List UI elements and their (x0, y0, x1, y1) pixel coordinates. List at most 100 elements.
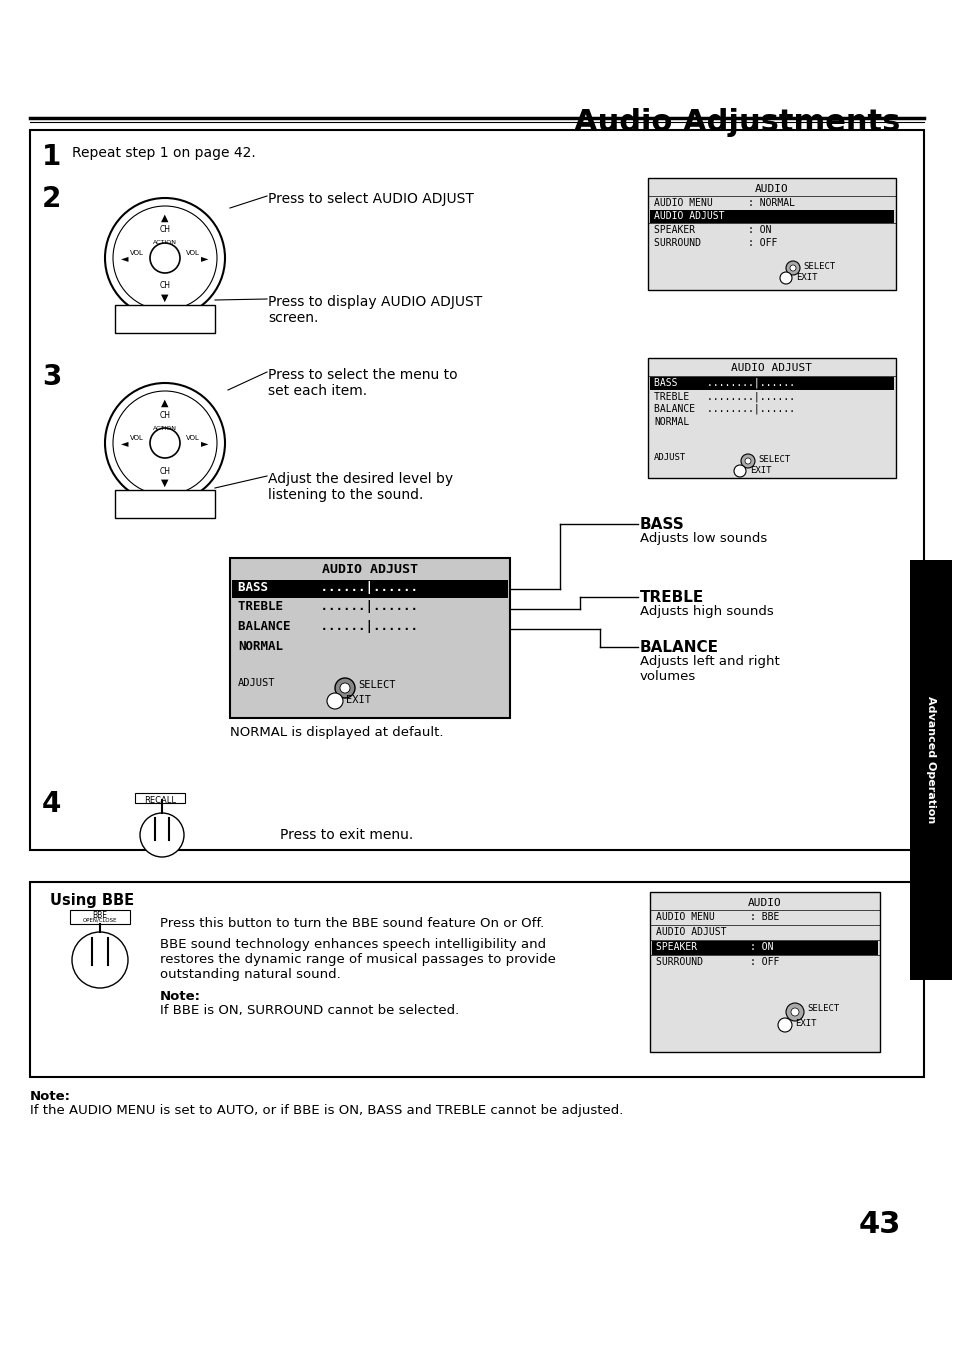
Text: ADJUST: ADJUST (654, 453, 685, 462)
Text: ►: ► (201, 438, 209, 449)
Text: ACTION: ACTION (152, 240, 177, 246)
Circle shape (150, 428, 180, 458)
Circle shape (789, 265, 795, 272)
Circle shape (790, 1008, 799, 1016)
Bar (30, 130, 923, 850)
Text: Repeat step 1 on page 42.: Repeat step 1 on page 42. (71, 146, 255, 159)
Circle shape (112, 205, 216, 309)
Text: AUDIO: AUDIO (747, 898, 781, 908)
Text: Note:: Note: (30, 1090, 71, 1102)
Bar (909, 561, 951, 979)
Circle shape (785, 261, 800, 276)
Text: VOL: VOL (186, 250, 200, 255)
Text: AUDIO ADJUST: AUDIO ADJUST (656, 927, 726, 938)
Text: AUDIO ADJUST: AUDIO ADJUST (322, 563, 417, 576)
Text: ◄: ◄ (121, 438, 129, 449)
Text: SELECT: SELECT (758, 455, 789, 463)
Text: BALANCE    ......|......: BALANCE ......|...... (237, 620, 417, 634)
Text: Audio Adjustments: Audio Adjustments (573, 108, 899, 136)
Text: EXIT: EXIT (795, 273, 817, 282)
Circle shape (105, 199, 225, 317)
Text: Press to select AUDIO ADJUST: Press to select AUDIO ADJUST (268, 192, 474, 205)
Text: SURROUND        : OFF: SURROUND : OFF (654, 238, 777, 249)
Text: SPEAKER         : ON: SPEAKER : ON (656, 942, 773, 952)
Text: TREBLE: TREBLE (639, 590, 703, 605)
Circle shape (744, 458, 750, 463)
Text: NORMAL: NORMAL (237, 640, 283, 653)
Text: EXIT: EXIT (346, 694, 371, 705)
Text: BALANCE: BALANCE (639, 640, 719, 655)
Text: ►: ► (201, 253, 209, 263)
Text: SPEAKER         : ON: SPEAKER : ON (654, 226, 771, 235)
Text: SURROUND        : OFF: SURROUND : OFF (656, 957, 779, 967)
Text: Press to exit menu.: Press to exit menu. (280, 828, 413, 842)
Text: Adjust the desired level by
listening to the sound.: Adjust the desired level by listening to… (268, 471, 453, 503)
Text: OPEN/CLOSE: OPEN/CLOSE (83, 917, 117, 921)
Text: 4: 4 (42, 790, 61, 817)
Text: 2: 2 (42, 185, 61, 213)
Bar (649, 892, 879, 1052)
Text: VOL: VOL (130, 435, 144, 440)
Text: NORMAL: NORMAL (654, 417, 688, 427)
Text: 1: 1 (42, 143, 61, 172)
Text: 43: 43 (858, 1210, 901, 1239)
Text: ▲: ▲ (161, 213, 169, 223)
Text: CH: CH (159, 226, 171, 235)
Text: ACTION: ACTION (152, 426, 177, 431)
Text: Press this button to turn the BBE sound feature On or Off.: Press this button to turn the BBE sound … (160, 917, 543, 929)
Text: AUDIO: AUDIO (755, 184, 788, 195)
Circle shape (140, 813, 184, 857)
Bar (115, 490, 214, 517)
Text: ADJUST: ADJUST (237, 678, 275, 688)
Text: NORMAL is displayed at default.: NORMAL is displayed at default. (230, 725, 443, 739)
Text: EXIT: EXIT (794, 1019, 816, 1028)
Text: VOL: VOL (130, 250, 144, 255)
Text: BALANCE  ........|......: BALANCE ........|...... (654, 404, 794, 415)
Text: Press to select the menu to
set each item.: Press to select the menu to set each ite… (268, 367, 457, 399)
Bar (115, 305, 214, 332)
Text: Adjusts low sounds: Adjusts low sounds (639, 532, 766, 544)
Text: TREBLE     ......|......: TREBLE ......|...... (237, 600, 417, 613)
Bar (30, 882, 923, 1077)
Bar (649, 377, 893, 390)
Text: Advanced Operation: Advanced Operation (925, 696, 935, 824)
Bar (135, 793, 185, 802)
Text: CH: CH (159, 411, 171, 420)
Circle shape (733, 465, 745, 477)
Circle shape (327, 693, 343, 709)
Text: CH: CH (159, 281, 171, 290)
Text: BBE: BBE (92, 911, 108, 920)
Text: VOL: VOL (186, 435, 200, 440)
Text: ◄: ◄ (121, 253, 129, 263)
Circle shape (112, 390, 216, 494)
Text: Note:: Note: (160, 990, 201, 1002)
Circle shape (150, 243, 180, 273)
Text: If the AUDIO MENU is set to AUTO, or if BBE is ON, BASS and TREBLE cannot be adj: If the AUDIO MENU is set to AUTO, or if … (30, 1104, 622, 1117)
Text: BASS       ......|......: BASS ......|...... (237, 581, 417, 594)
Bar (651, 942, 877, 955)
Circle shape (105, 382, 225, 503)
Text: SELECT: SELECT (806, 1004, 839, 1013)
Text: CH: CH (159, 466, 171, 476)
Text: ▼: ▼ (161, 478, 169, 488)
Text: AUDIO ADJUST: AUDIO ADJUST (654, 211, 723, 222)
Text: AUDIO MENU      : NORMAL: AUDIO MENU : NORMAL (654, 199, 794, 208)
Text: ▼: ▼ (161, 293, 169, 303)
Circle shape (71, 932, 128, 988)
Bar (232, 580, 507, 598)
Bar (649, 209, 893, 223)
Text: EXIT: EXIT (749, 466, 771, 476)
Circle shape (740, 454, 754, 467)
Text: ▲: ▲ (161, 399, 169, 408)
Text: BBE sound technology enhances speech intelligibility and
restores the dynamic ra: BBE sound technology enhances speech int… (160, 938, 556, 981)
Text: Adjusts left and right
volumes: Adjusts left and right volumes (639, 655, 779, 684)
Text: TREBLE   ........|......: TREBLE ........|...... (654, 390, 794, 401)
Bar (647, 358, 895, 478)
Circle shape (339, 684, 350, 693)
Circle shape (785, 1002, 803, 1021)
Bar (70, 911, 130, 924)
Text: AUDIO MENU      : BBE: AUDIO MENU : BBE (656, 912, 779, 921)
Text: BASS: BASS (639, 517, 684, 532)
Text: If BBE is ON, SURROUND cannot be selected.: If BBE is ON, SURROUND cannot be selecte… (160, 1004, 458, 1017)
Text: Press to display AUDIO ADJUST
screen.: Press to display AUDIO ADJUST screen. (268, 295, 482, 326)
